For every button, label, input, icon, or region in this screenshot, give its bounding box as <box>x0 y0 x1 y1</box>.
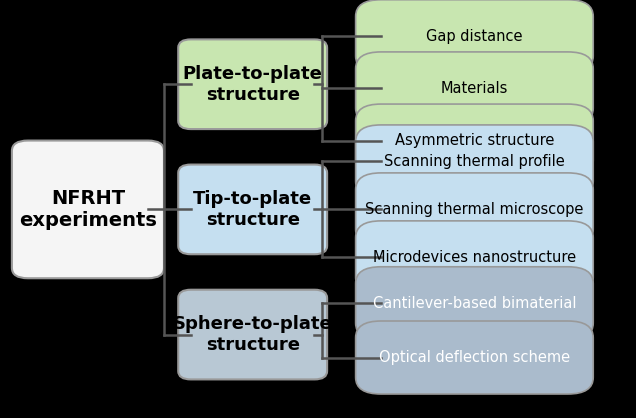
FancyBboxPatch shape <box>356 173 593 246</box>
Text: Cantilever-based bimaterial: Cantilever-based bimaterial <box>373 296 576 311</box>
FancyBboxPatch shape <box>356 321 593 394</box>
FancyBboxPatch shape <box>356 267 593 340</box>
Text: Tip-to-plate
structure: Tip-to-plate structure <box>193 190 312 229</box>
FancyBboxPatch shape <box>12 140 164 278</box>
Text: Materials: Materials <box>441 81 508 96</box>
Text: Optical deflection scheme: Optical deflection scheme <box>379 350 570 365</box>
FancyBboxPatch shape <box>356 125 593 198</box>
Text: Gap distance: Gap distance <box>426 29 523 44</box>
Text: NFRHT
experiments: NFRHT experiments <box>19 189 157 230</box>
FancyBboxPatch shape <box>178 165 327 254</box>
Text: Plate-to-plate
structure: Plate-to-plate structure <box>183 65 322 104</box>
FancyBboxPatch shape <box>178 39 327 129</box>
FancyBboxPatch shape <box>356 104 593 177</box>
FancyBboxPatch shape <box>356 0 593 73</box>
Text: Sphere-to-plate
structure: Sphere-to-plate structure <box>173 315 333 354</box>
Text: Asymmetric structure: Asymmetric structure <box>395 133 554 148</box>
FancyBboxPatch shape <box>356 221 593 294</box>
FancyBboxPatch shape <box>356 52 593 125</box>
Text: Microdevices nanostructure: Microdevices nanostructure <box>373 250 576 265</box>
Text: Scanning thermal microscope: Scanning thermal microscope <box>365 202 584 217</box>
FancyBboxPatch shape <box>178 290 327 380</box>
Text: Scanning thermal profile: Scanning thermal profile <box>384 154 565 169</box>
